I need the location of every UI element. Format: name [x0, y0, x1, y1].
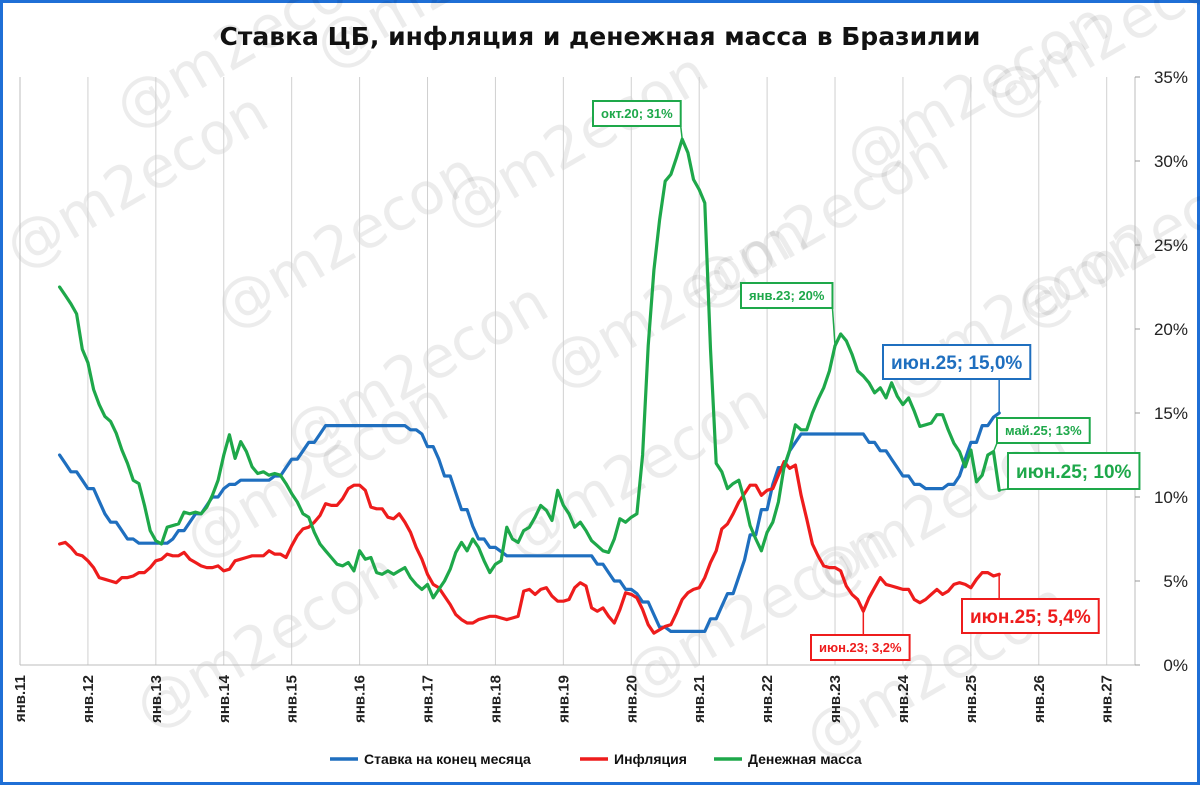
annotation-box [1007, 452, 1141, 490]
annotation-box [592, 100, 682, 127]
series-line-1 [57, 411, 1001, 634]
annotation-box [882, 344, 1032, 380]
y-axis-ticks: 0% 5% 10% 15% 20% 25% 30% 35% [1135, 68, 1188, 675]
annotation-m2-jan23: янв.23; 20% [740, 282, 836, 346]
annotation-label: янв.23; 20% [749, 288, 825, 303]
watermark-text: @m2econ [973, 0, 1200, 132]
annotation-label: июн.25; 10% [1016, 462, 1132, 483]
x-tick-label: янв.15 [284, 675, 301, 723]
annotation-box [961, 598, 1100, 634]
y-tick-label: 10% [1154, 488, 1188, 507]
watermark-text: @m2econ [493, 368, 779, 572]
series-line-2 [57, 460, 1001, 635]
annotation-label: май.25; 13% [1005, 423, 1082, 438]
annotation-leader [992, 442, 998, 452]
annotation-box [810, 634, 911, 661]
annotation-m2-last: июн.25; 10% [999, 452, 1141, 492]
annotation-rate-last: июн.25; 15,0% [882, 344, 1032, 413]
x-tick-label: янв.11 [12, 675, 29, 722]
x-tick-label: янв.21 [691, 675, 708, 723]
legend-item-1: Ставка на конец месяца [330, 751, 531, 767]
annotation-leader [999, 488, 1009, 492]
annotation-leader [679, 125, 683, 140]
x-tick-label: янв.17 [420, 675, 437, 723]
legend-label: Денежная масса [748, 751, 862, 767]
annotation-infl-last: июн.25; 5,4% [961, 574, 1100, 634]
y-tick-label: 35% [1154, 68, 1188, 87]
legend-item-2: Инфляция [580, 751, 687, 767]
annotation-label: июн.25; 15,0% [891, 353, 1022, 374]
grid-lines [19, 77, 1136, 666]
annotation-box [740, 282, 834, 309]
y-tick-label: 5% [1163, 572, 1188, 591]
watermark-text: @m2econ [203, 138, 489, 342]
x-tick-label: янв.19 [555, 675, 572, 723]
x-tick-label: янв.24 [895, 674, 912, 723]
x-axis-ticks: янв.11 янв.12 янв.13 янв.14 янв.15 янв.16 янв.… [12, 674, 1116, 723]
x-tick-label: янв.14 [216, 674, 233, 723]
x-tick-label: янв.12 [80, 675, 97, 723]
annotation-label: окт.20; 31% [601, 106, 673, 121]
series-lines [57, 137, 1001, 635]
x-tick-label: янв.25 [963, 675, 980, 723]
annotation-label: июн.23; 3,2% [819, 640, 902, 655]
watermark-text: @m2econ [433, 38, 719, 242]
x-tick-label: янв.18 [487, 675, 504, 723]
annotation-m2-may25: май.25; 13% [992, 417, 1091, 452]
y-tick-label: 30% [1154, 152, 1188, 171]
annotation-leader [831, 307, 836, 346]
legend-item-3: Денежная масса [714, 751, 862, 767]
x-tick-label: янв.22 [759, 675, 776, 723]
legend-label: Ставка на конец месяца [364, 751, 531, 767]
x-tick-label: янв.23 [827, 675, 844, 723]
annotation-infl-jun23: июн.23; 3,2% [810, 611, 911, 661]
chart-title: Ставка ЦБ, инфляция и денежная масса в Б… [220, 22, 981, 51]
y-tick-label: 25% [1154, 236, 1188, 255]
x-tick-label: янв.20 [623, 675, 640, 723]
annotation-m2-peak: окт.20; 31% [592, 100, 683, 140]
x-tick-label: янв.26 [1031, 675, 1048, 723]
annotation-label: июн.25; 5,4% [970, 607, 1091, 628]
annotation-box [996, 417, 1091, 444]
x-tick-label: янв.13 [148, 675, 165, 723]
y-tick-label: 0% [1163, 656, 1188, 675]
legend: Ставка на конец месяца Инфляция Денежная м… [330, 751, 862, 767]
annotation-layer: окт.20; 31% янв.23; 20% июн.25; 15,0% май.2… [592, 100, 1141, 661]
x-tick-label: янв.27 [1099, 675, 1116, 723]
y-tick-label: 20% [1154, 320, 1188, 339]
x-tick-label: янв.16 [352, 675, 369, 723]
y-tick-label: 15% [1154, 404, 1188, 423]
series-line-3 [57, 137, 1001, 600]
legend-label: Инфляция [614, 751, 687, 767]
